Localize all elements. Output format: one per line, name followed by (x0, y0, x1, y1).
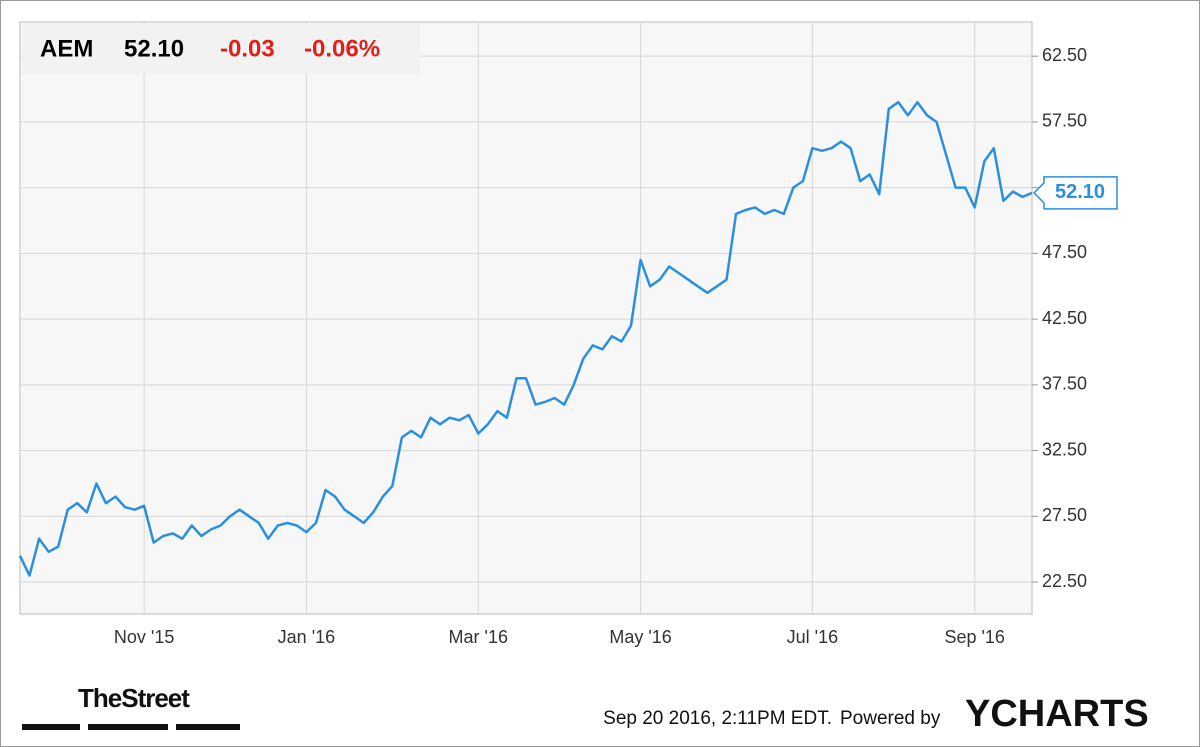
street-logo: TheStreet (22, 683, 240, 730)
y-tick-label: 37.50 (1042, 374, 1087, 394)
y-tick-label: 32.50 (1042, 439, 1087, 459)
x-tick-label: Jan '16 (278, 627, 335, 647)
y-tick-label: 42.50 (1042, 308, 1087, 328)
change: -0.03 (220, 35, 275, 62)
header-box (22, 24, 420, 74)
y-tick-label: 47.50 (1042, 242, 1087, 262)
logo-bar (22, 724, 80, 730)
powered-by: Powered by (840, 708, 941, 729)
y-tick-label: 27.50 (1042, 505, 1087, 525)
logo-bar (88, 724, 168, 730)
x-tick-label: May '16 (609, 627, 671, 647)
x-tick-label: Mar '16 (449, 627, 508, 647)
change-pct: -0.06% (304, 35, 380, 62)
y-tick-label: 22.50 (1042, 571, 1087, 591)
y-tick-label: 57.50 (1042, 111, 1087, 131)
plot-area (19, 21, 1033, 615)
brand: YCHARTS (965, 693, 1149, 735)
y-tick-label: 62.50 (1042, 45, 1087, 65)
ticker: AEM (40, 35, 93, 62)
price: 52.10 (124, 35, 184, 62)
x-tick-label: Jul '16 (787, 627, 838, 647)
price-line (18, 100, 1033, 577)
last-price-label: 52.10 (1055, 181, 1105, 203)
x-tick-label: Sep '16 (944, 627, 1005, 647)
timestamp: Sep 20 2016, 2:11PM EDT. (603, 708, 832, 729)
source: TheStreet (78, 683, 190, 713)
x-tick-label: Nov '15 (114, 627, 174, 647)
logo-bar (176, 724, 240, 730)
last-price-tag (1032, 176, 1118, 210)
